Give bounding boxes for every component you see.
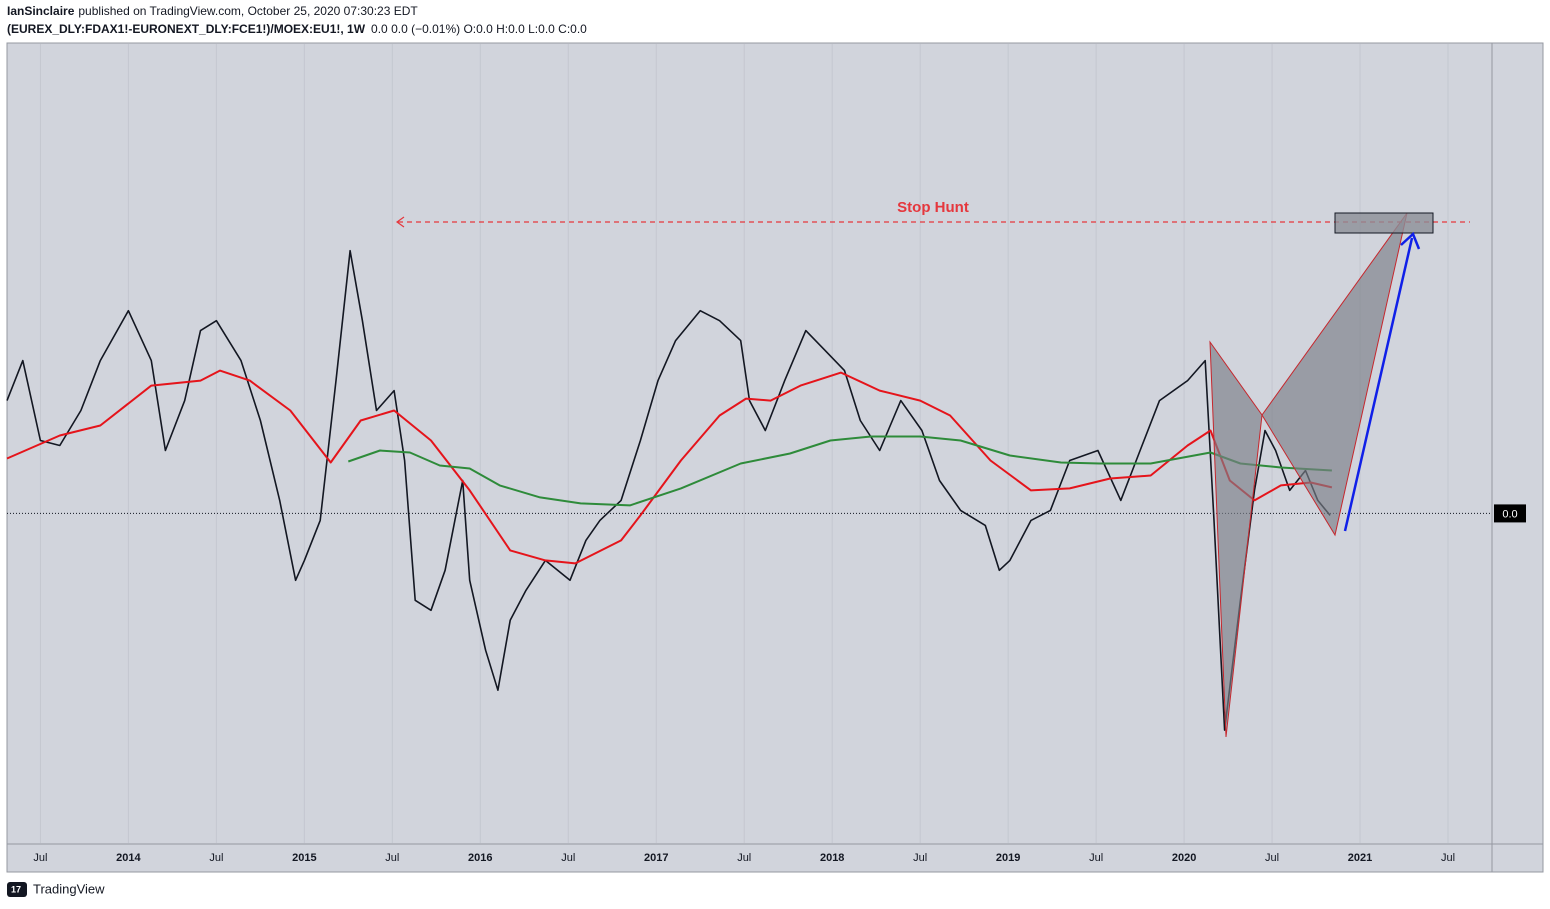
y-tick-label: 0.0: [1502, 508, 1517, 520]
x-tick-label: Jul: [913, 852, 927, 864]
x-tick-label: 2017: [644, 852, 668, 864]
x-tick-label: 2018: [820, 852, 844, 864]
x-tick-label: 2019: [996, 852, 1020, 864]
symbol: (EUREX_DLY:FDAX1!-EURONEXT_DLY:FCE1!)/MO…: [7, 22, 366, 36]
price-label-box: [1494, 504, 1526, 523]
series-line: [6, 369, 1333, 565]
annotation: Stop Hunt: [897, 199, 969, 216]
projection-arrow: [1343, 237, 1414, 532]
stop-hunt-arrowhead: [395, 216, 405, 228]
pattern-leg-2: [1261, 212, 1408, 537]
x-tick-label: Jul: [1441, 852, 1455, 864]
target-box: [1334, 212, 1434, 234]
x-tick-label: Jul: [1265, 852, 1279, 864]
x-tick-label: Jul: [385, 852, 399, 864]
footer-brand: TradingView: [33, 881, 105, 896]
x-tick-label: Jul: [33, 852, 47, 864]
x-tick-label: Jul: [737, 852, 751, 864]
projection-arrowhead: [1400, 231, 1421, 250]
logo-mark: 17: [11, 884, 21, 894]
quote: 0.0 0.0 (−0.01%) O:0.0 H:0.0 L:0.0 C:0.0: [371, 22, 587, 36]
published: published on TradingView.com, October 25…: [78, 4, 418, 18]
logo-icon: [7, 882, 27, 897]
x-tick-label: 2020: [1172, 852, 1196, 864]
header-line-1: IanSinclaire published on TradingView.com…: [7, 4, 418, 18]
footer-logo: 17: [7, 882, 27, 897]
x-tick-label: Jul: [1089, 852, 1103, 864]
x-tick-label: 2016: [468, 852, 492, 864]
author: IanSinclaire: [7, 4, 75, 18]
x-tick-label: 2021: [1348, 852, 1372, 864]
x-tick-label: 2014: [116, 852, 141, 864]
series-line: [347, 435, 1332, 507]
x-tick-label: Jul: [561, 852, 575, 864]
series-line: [6, 249, 1331, 731]
x-tick-label: 2015: [292, 852, 316, 864]
plot: [6, 44, 1492, 843]
header-line-2: (EUREX_DLY:FDAX1!-EURONEXT_DLY:FCE1!)/MO…: [7, 22, 587, 36]
pattern-leg-1: [1209, 340, 1263, 738]
x-tick-label: Jul: [209, 852, 223, 864]
